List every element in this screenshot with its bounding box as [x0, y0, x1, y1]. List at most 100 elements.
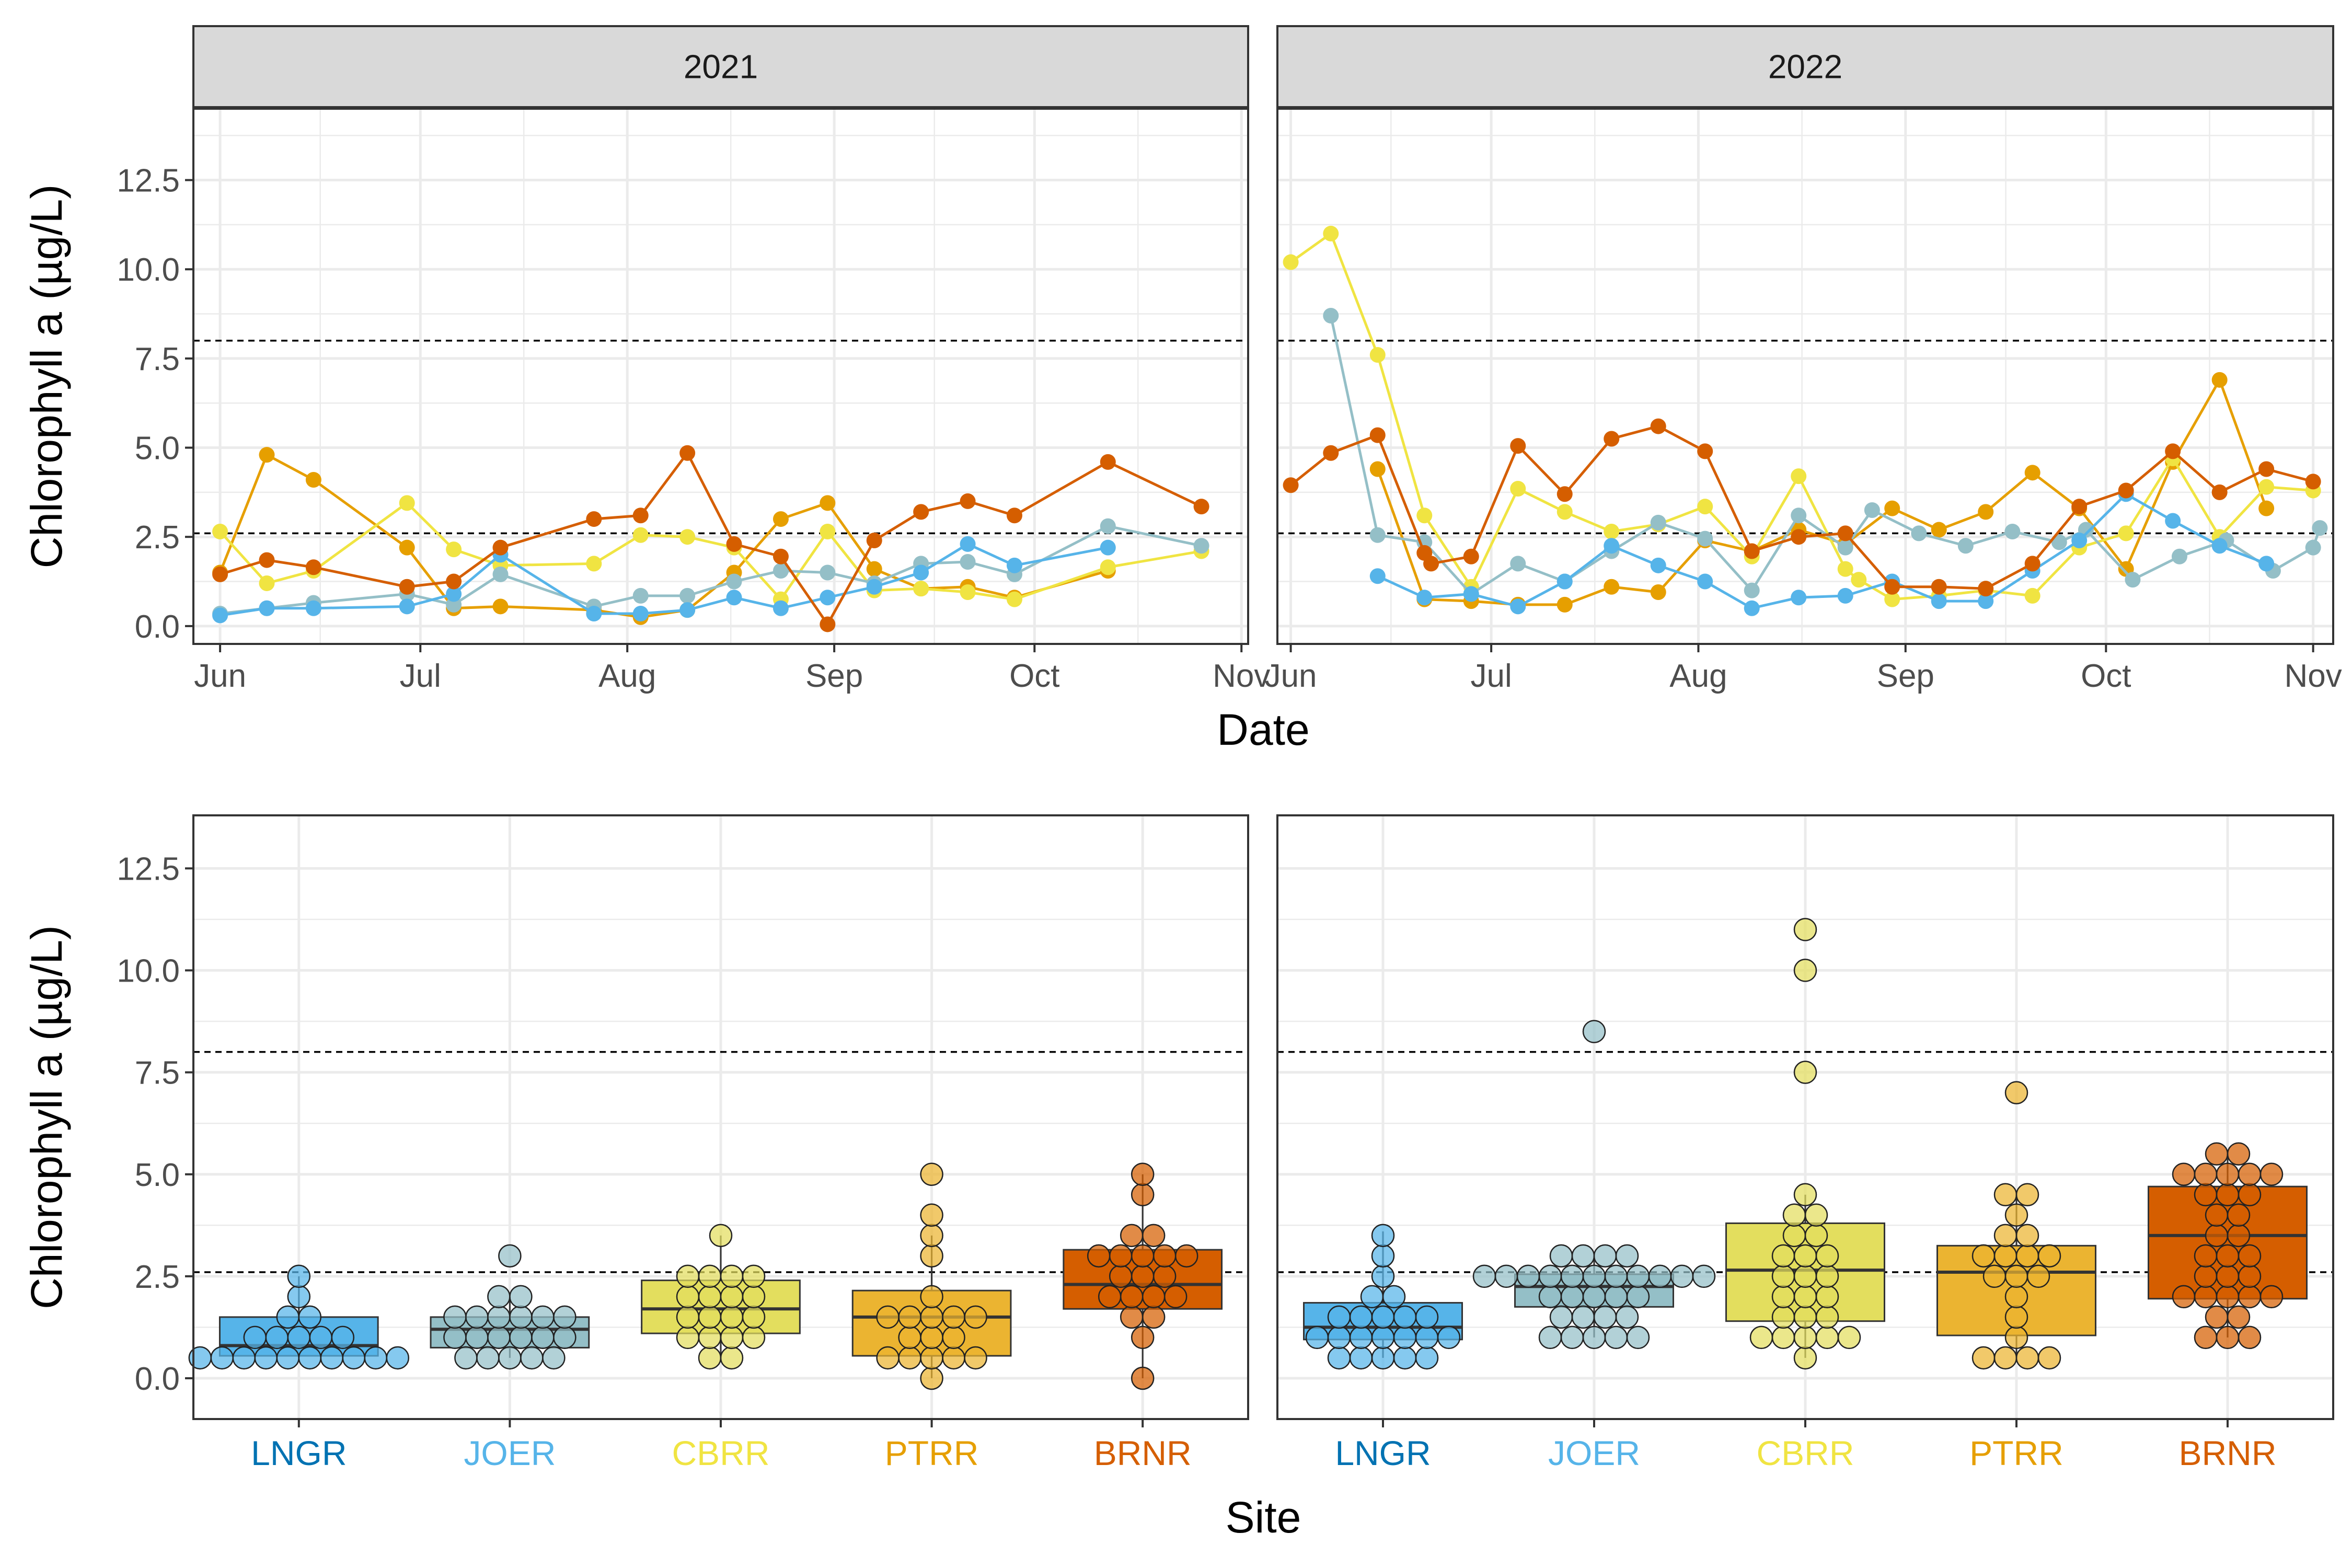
data-point: [2071, 499, 2088, 515]
dot-point: [1327, 1346, 1351, 1370]
data-point: [586, 556, 602, 572]
dot-point: [1571, 1305, 1595, 1329]
dot-point: [2238, 1162, 2262, 1186]
data-point: [1697, 499, 1713, 515]
data-point: [1978, 504, 1994, 520]
data-point: [632, 587, 649, 604]
dot-point: [509, 1285, 533, 1309]
dot-point: [1472, 1264, 1496, 1288]
dot-point: [232, 1346, 256, 1370]
data-point: [960, 536, 976, 552]
dot-point: [2004, 1305, 2028, 1329]
dot-point: [309, 1325, 333, 1350]
dot-point: [1494, 1264, 1518, 1288]
dot-point: [1415, 1325, 1439, 1350]
x-tick-label: Aug: [1669, 658, 1727, 694]
dot-point: [298, 1305, 322, 1329]
data-point: [492, 598, 509, 615]
dot-point: [1982, 1264, 2007, 1288]
data-point: [1697, 573, 1713, 590]
data-point: [1931, 522, 1947, 538]
data-point: [2024, 465, 2040, 481]
data-point: [1100, 559, 1116, 575]
data-point: [2125, 572, 2141, 588]
dot-point: [1604, 1325, 1628, 1350]
dot-point: [1371, 1305, 1395, 1329]
dot-point: [465, 1325, 489, 1350]
dot-point: [2015, 1224, 2039, 1248]
dot-point: [1793, 1285, 1817, 1309]
dot-point: [1771, 1305, 1795, 1329]
dot-point: [1152, 1244, 1177, 1268]
dot-point: [720, 1264, 744, 1288]
data-point: [1884, 591, 1900, 607]
data-point: [1978, 593, 1994, 609]
data-point: [2258, 479, 2275, 495]
dot-point: [920, 1366, 943, 1390]
facet-strip-label: 2021: [684, 48, 758, 86]
dot-point: [1571, 1244, 1595, 1268]
data-point: [1100, 518, 1116, 534]
data-point: [2165, 443, 2181, 459]
dot-point: [2026, 1264, 2050, 1288]
dot-point: [698, 1346, 722, 1370]
dot-point: [1516, 1264, 1540, 1288]
data-point: [1193, 538, 1209, 554]
dot-point: [287, 1285, 311, 1309]
dot-point: [742, 1264, 766, 1288]
dot-point: [1152, 1264, 1177, 1288]
data-point: [259, 552, 275, 568]
y-tick-label: 10.0: [117, 252, 180, 288]
data-point: [1323, 307, 1339, 324]
dot-point: [1593, 1305, 1617, 1329]
data-point: [1423, 556, 1439, 572]
dot-point: [876, 1305, 900, 1329]
series-line: [1377, 492, 2267, 610]
panel-background: [193, 109, 1248, 644]
dot-point: [2172, 1162, 2196, 1186]
dot-point: [1142, 1285, 1166, 1309]
data-point: [1100, 454, 1116, 470]
site-label-brnr: BRNR: [1094, 1434, 1192, 1472]
data-point: [679, 445, 696, 461]
data-point: [1416, 590, 1433, 606]
line-panel-2021: 2021 Jun Jul Aug Sep Oct Nov 0.0 2.5 5.0 7.5 10.0 12…: [117, 25, 1270, 694]
data-point: [1510, 556, 1526, 572]
y-tick-label: 10.0: [117, 953, 180, 989]
data-point: [2211, 372, 2228, 388]
line-panel-2022: 2022 Jun Jul Aug Sep Oct Nov: [1265, 25, 2342, 694]
dot-point: [2205, 1142, 2229, 1166]
dot-point: [542, 1346, 566, 1370]
dot-point: [2004, 1081, 2028, 1104]
dot-point: [2205, 1224, 2229, 1248]
dot-point: [1360, 1285, 1384, 1309]
data-point: [1369, 461, 1386, 477]
dot-point: [487, 1325, 511, 1350]
dot-point: [1549, 1244, 1573, 1268]
dot-point: [2194, 1244, 2218, 1268]
data-point: [1604, 523, 1620, 539]
data-point: [2305, 474, 2321, 490]
data-point: [679, 602, 696, 618]
data-point: [1283, 254, 1299, 270]
data-point: [1864, 502, 1880, 518]
dot-point: [1349, 1325, 1373, 1350]
dot-point: [2216, 1285, 2240, 1309]
dot-point: [2216, 1325, 2240, 1350]
data-point: [866, 533, 882, 549]
data-point: [2024, 587, 2040, 604]
dot-point: [1771, 1285, 1795, 1309]
dot-point: [1415, 1346, 1439, 1370]
dot-point: [698, 1264, 722, 1288]
dot-point: [1120, 1285, 1144, 1309]
dot-point: [1560, 1325, 1584, 1350]
dot-point: [1604, 1264, 1628, 1288]
data-point: [2118, 482, 2134, 499]
x-tick-label: Sep: [1877, 658, 1934, 694]
dot-point: [2194, 1285, 2218, 1309]
dot-point: [2015, 1244, 2039, 1268]
dot-point: [1538, 1285, 1562, 1309]
dot-point: [1142, 1224, 1166, 1248]
data-point: [1323, 225, 1339, 241]
data-point: [586, 511, 602, 527]
